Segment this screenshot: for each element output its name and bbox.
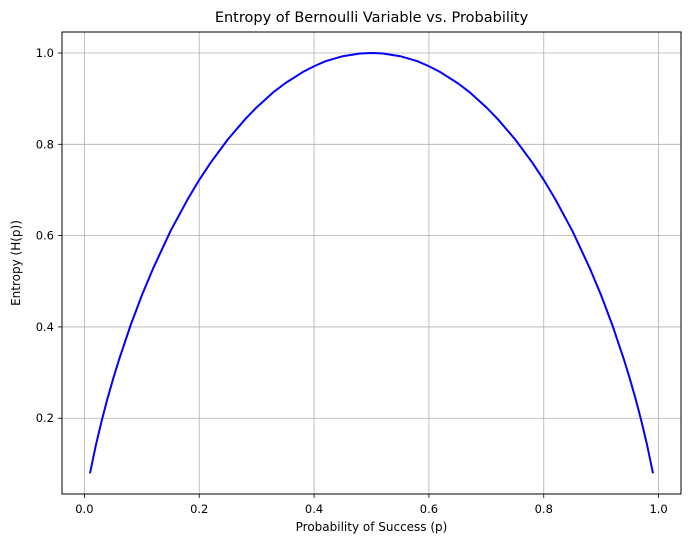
chart-title: Entropy of Bernoulli Variable vs. Probab…: [215, 10, 529, 26]
plot-frame: [61, 31, 682, 495]
x-axis-label: Probability of Success (p): [296, 520, 448, 534]
x-tick-label: 0.8: [535, 502, 553, 516]
entropy-curve-line: [89, 52, 654, 474]
y-tick-label: 0.4: [36, 320, 54, 334]
axis-ticks: 0.0 0.2 0.4 0.6 0.8 1.0 0.2 0.4 0.6 0.8 1.0: [36, 46, 668, 516]
x-tick-label: 0.2: [190, 502, 208, 516]
y-tick-label: 0.8: [36, 137, 54, 151]
y-axis-label: Entropy (H(p)): [9, 220, 23, 306]
y-tick-label: 0.2: [36, 411, 54, 425]
x-tick-label: 0.0: [75, 502, 93, 516]
y-tick-label: 0.6: [36, 229, 54, 243]
x-tick-label: 0.6: [420, 502, 438, 516]
grid-lines: [62, 32, 681, 494]
data-layer: [89, 52, 654, 474]
x-tick-label: 1.0: [649, 502, 667, 516]
y-tick-label: 1.0: [36, 46, 54, 60]
x-tick-label: 0.4: [305, 502, 323, 516]
